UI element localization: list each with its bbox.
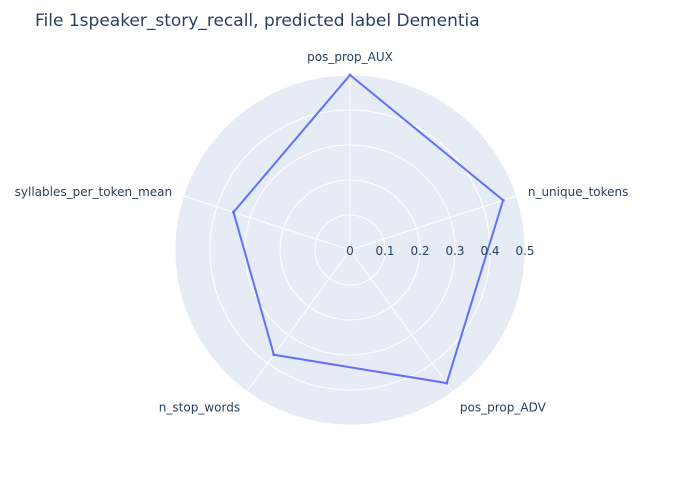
angular-axis-label: syllables_per_token_mean	[15, 185, 172, 199]
angular-axis-label: pos_prop_ADV	[460, 400, 547, 414]
radial-tick-label: 0.4	[480, 244, 499, 258]
data-point-n_stop_words	[272, 353, 276, 357]
radial-tick-label: 0.1	[375, 244, 394, 258]
angular-axis-label: n_stop_words	[159, 400, 240, 414]
data-point-pos_prop_ADV	[445, 381, 449, 385]
chart-title: File 1speaker_story_recall, predicted la…	[35, 11, 480, 31]
radial-tick-label: 0.2	[410, 244, 429, 258]
data-point-pos_prop_AUX	[348, 73, 352, 77]
data-series-line	[232, 74, 505, 385]
angular-gridline	[349, 195, 517, 251]
radial-tick-label: 0.5	[515, 244, 534, 258]
angular-gridline	[183, 195, 351, 251]
data-point-n_unique_tokens	[501, 198, 505, 202]
data-point-syllables_per_token_mean	[231, 210, 235, 214]
angular-gridline	[349, 249, 454, 392]
angular-gridline	[246, 249, 351, 392]
radial-tick-label: 0	[346, 244, 354, 258]
angular-axis-label: pos_prop_AUX	[307, 50, 393, 64]
radial-tick-label: 0.3	[445, 244, 464, 258]
angular-axis-label: n_unique_tokens	[528, 185, 629, 199]
